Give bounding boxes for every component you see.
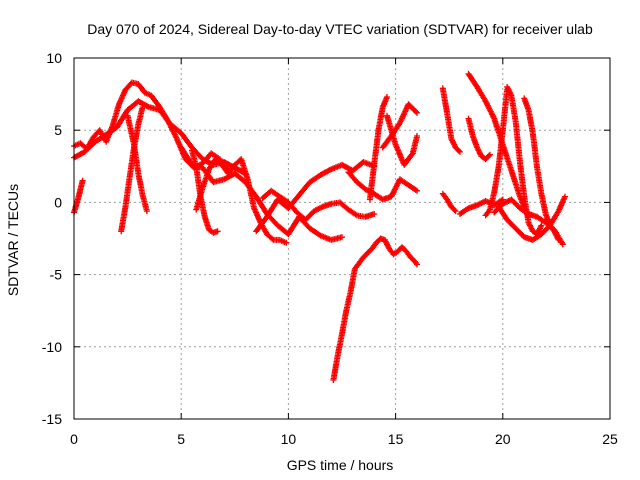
x-tick-label: 15	[388, 431, 404, 447]
y-axis-label: SDTVAR / TECUs	[5, 184, 21, 296]
series-arc-5	[124, 112, 150, 215]
point-markers	[439, 190, 459, 215]
series-arc-8	[193, 156, 232, 213]
point-markers	[345, 169, 420, 203]
x-tick-label: 10	[281, 431, 297, 447]
y-tick-labels: -15 -10 -5 0 5 10	[42, 50, 62, 427]
data-points	[71, 70, 568, 383]
point-markers	[330, 235, 420, 383]
series-arc-25	[491, 196, 566, 248]
point-markers	[71, 177, 86, 216]
series-arc-13	[345, 169, 420, 203]
point-markers	[259, 187, 378, 223]
point-markers	[465, 115, 493, 163]
series-arc-15	[379, 101, 420, 151]
series-arc-9	[225, 156, 290, 246]
point-markers	[193, 156, 232, 213]
x-tick-label: 0	[70, 431, 78, 447]
series-arc-10	[253, 159, 378, 235]
series-arc-22	[504, 83, 545, 238]
series-arc-16	[384, 112, 420, 168]
y-tick-label: -5	[50, 267, 63, 283]
y-tick-label: 0	[54, 194, 62, 210]
y-tick-label: -15	[42, 411, 62, 427]
x-tick-labels: 0 5 10 15 20 25	[70, 431, 618, 447]
point-markers	[491, 196, 566, 248]
series-arc-20	[465, 115, 493, 163]
plot-frame	[73, 57, 611, 420]
x-tick-label: 20	[495, 431, 511, 447]
point-markers	[124, 112, 150, 215]
chart-title: Day 070 of 2024, Sidereal Day-to-day VTE…	[87, 21, 593, 37]
point-markers	[456, 196, 506, 217]
series-arc-18	[439, 190, 459, 215]
y-tick-label: -10	[42, 339, 62, 355]
point-markers	[439, 85, 463, 155]
point-markers	[384, 112, 420, 168]
series-arc-3	[71, 177, 86, 216]
x-tick-label: 5	[177, 431, 185, 447]
y-tick-label: 5	[54, 122, 62, 138]
series-arc-12	[330, 235, 420, 383]
x-tick-label: 25	[602, 431, 618, 447]
point-markers	[225, 156, 290, 246]
series-arc-11	[259, 187, 378, 223]
point-markers	[504, 83, 545, 238]
x-axis-label: GPS time / hours	[287, 457, 394, 473]
point-markers	[379, 101, 420, 151]
point-markers	[366, 94, 390, 203]
series-arc-26	[456, 196, 506, 217]
point-markers	[253, 159, 378, 235]
series-arc-17	[439, 85, 463, 155]
y-tick-label: 10	[46, 50, 62, 66]
series-arc-14	[366, 94, 390, 203]
